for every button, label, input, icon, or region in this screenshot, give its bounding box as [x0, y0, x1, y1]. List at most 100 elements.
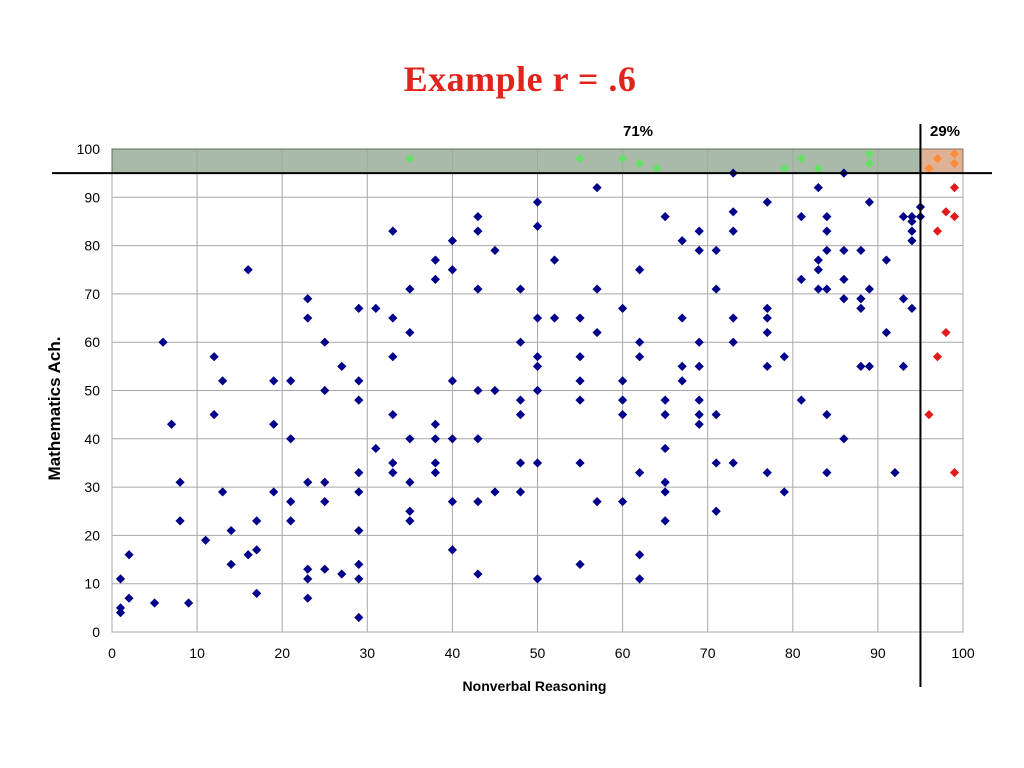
data-point: [575, 458, 585, 468]
data-point: [898, 361, 909, 371]
data-point: [711, 410, 721, 420]
y-tick-label: 30: [84, 479, 100, 495]
data-point: [881, 255, 892, 265]
data-point: [490, 245, 500, 256]
data-point: [286, 496, 296, 507]
data-point: [371, 443, 381, 454]
data-point: [728, 313, 738, 323]
data-point: [124, 550, 134, 560]
data-point: [864, 197, 874, 207]
data-point: [711, 458, 721, 468]
x-tick-label: 70: [700, 645, 716, 661]
data-point: [694, 361, 704, 371]
data-point: [447, 496, 457, 507]
data-point: [660, 443, 670, 454]
data-point: [269, 419, 279, 429]
data-point: [405, 154, 415, 164]
data-point: [532, 385, 543, 396]
x-tick-label: 30: [360, 645, 376, 661]
data-point: [907, 303, 917, 313]
x-tick-label: 10: [189, 645, 205, 661]
data-point: [430, 468, 440, 478]
data-point: [218, 487, 228, 497]
data-point: [388, 226, 398, 236]
x-tick-label: 50: [530, 645, 546, 661]
data-point: [813, 183, 823, 193]
data-point: [694, 419, 704, 429]
data-point: [303, 477, 313, 487]
y-tick-label: 20: [84, 527, 100, 543]
data-point: [592, 496, 602, 507]
data-point: [490, 487, 500, 497]
data-point: [762, 313, 772, 323]
x-tick-label: 60: [615, 645, 631, 661]
data-point: [320, 477, 330, 487]
data-point: [864, 361, 874, 371]
data-point: [226, 525, 236, 536]
data-point: [694, 245, 704, 256]
y-tick-label: 0: [92, 624, 100, 640]
data-point: [388, 458, 398, 468]
data-point: [813, 265, 823, 275]
y-tick-label: 100: [77, 141, 101, 157]
data-point: [856, 245, 866, 256]
data-point: [660, 477, 670, 487]
data-point: [447, 265, 457, 275]
data-point: [711, 245, 721, 256]
data-point: [660, 395, 670, 405]
data-point: [813, 163, 823, 173]
data-point: [924, 410, 934, 420]
data-point: [532, 313, 543, 323]
data-point: [618, 376, 628, 386]
data-point: [677, 313, 687, 323]
data-point: [532, 197, 543, 207]
data-point: [728, 226, 738, 236]
data-point: [711, 506, 721, 516]
data-point: [839, 245, 849, 256]
data-point: [447, 434, 457, 444]
data-point: [354, 376, 364, 386]
data-point: [515, 284, 526, 294]
tick-labels: 0 10 20 30 40 50 60 70 80 90 100 0 10 20 30 40 50 60 70 80 9…: [77, 141, 975, 661]
region-label-left: 71%: [623, 123, 653, 140]
data-point: [303, 574, 313, 584]
x-tick-label: 90: [870, 645, 886, 661]
data-point: [711, 284, 721, 294]
data-point: [924, 163, 934, 173]
data-point: [635, 337, 645, 347]
data-point: [635, 574, 645, 584]
x-tick-label: 0: [108, 645, 116, 661]
data-point: [354, 525, 364, 536]
data-point: [286, 376, 296, 386]
data-point: [728, 207, 738, 217]
data-point: [635, 468, 645, 478]
region-label-right: 29%: [930, 123, 960, 140]
data-point: [864, 158, 874, 169]
data-point: [430, 458, 440, 468]
data-point: [618, 496, 628, 507]
data-point: [183, 598, 194, 608]
data-point: [252, 516, 262, 526]
data-point: [728, 458, 738, 468]
data-point: [941, 207, 951, 217]
data-point: [320, 564, 330, 574]
data-point: [592, 327, 602, 338]
data-point: [907, 226, 917, 236]
data-point: [226, 559, 236, 569]
data-point: [447, 545, 457, 555]
data-point: [898, 294, 909, 304]
data-point: [635, 550, 645, 560]
y-tick-label: 60: [84, 334, 100, 350]
data-point: [941, 327, 951, 338]
y-tick-label: 70: [84, 286, 100, 302]
data-point: [575, 395, 585, 405]
data-point: [779, 352, 789, 362]
data-point: [907, 236, 917, 246]
data-point: [115, 603, 126, 613]
data-point: [779, 487, 789, 497]
data-point: [677, 236, 687, 246]
data-point: [881, 327, 892, 338]
x-tick-label: 80: [785, 645, 801, 661]
data-point: [592, 284, 602, 294]
data-point: [473, 284, 483, 294]
